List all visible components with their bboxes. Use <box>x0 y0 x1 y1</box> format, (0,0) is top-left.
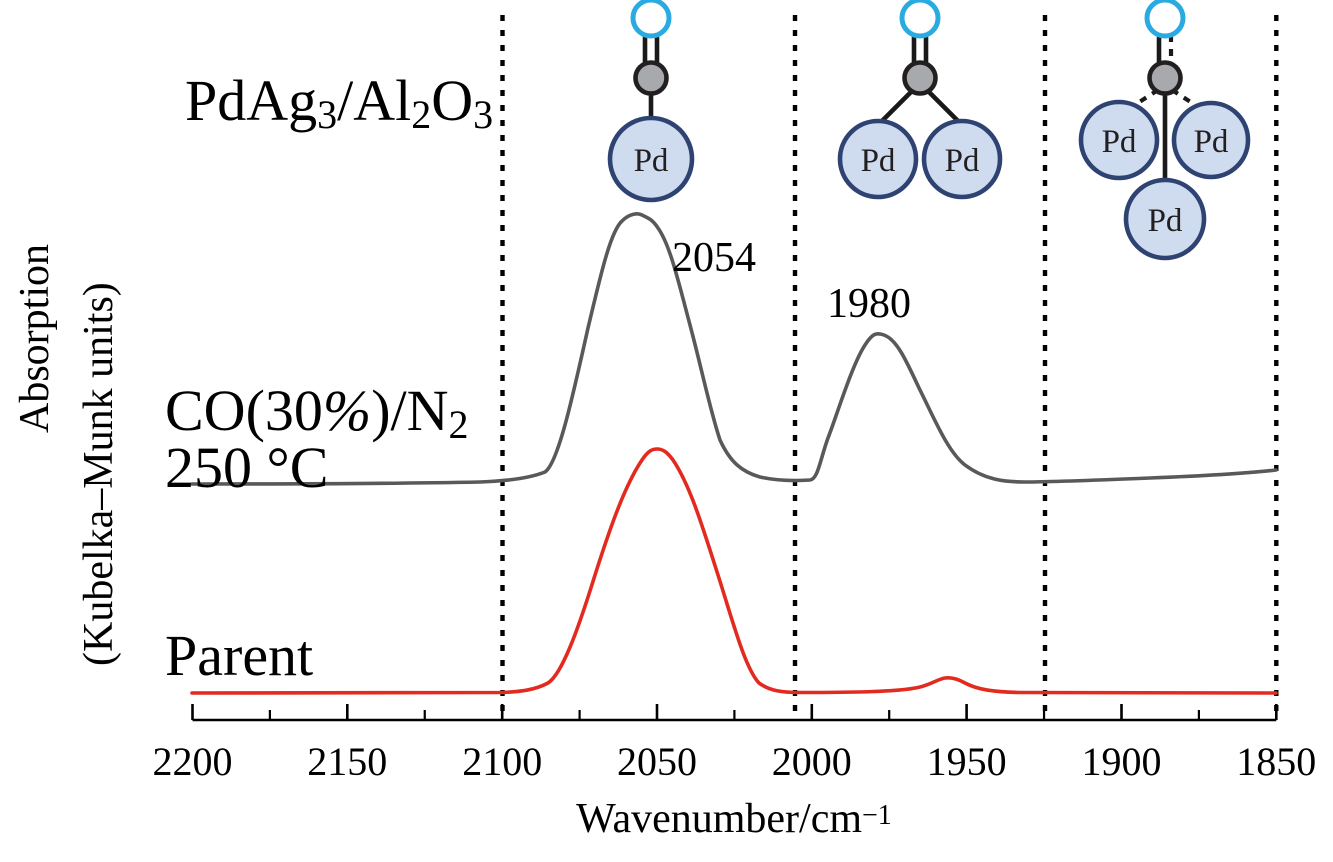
svg-text:2150: 2150 <box>307 739 387 784</box>
svg-text:Pd: Pd <box>1194 124 1229 160</box>
svg-text:Pd: Pd <box>1102 124 1137 160</box>
svg-text:250 °C: 250 °C <box>165 435 328 500</box>
svg-text:2200: 2200 <box>153 739 233 784</box>
svg-text:Pd: Pd <box>634 143 669 179</box>
svg-text:Parent: Parent <box>165 623 313 688</box>
svg-text:2050: 2050 <box>617 739 697 784</box>
svg-text:Pd: Pd <box>1148 203 1183 239</box>
svg-text:2054: 2054 <box>672 235 756 281</box>
svg-text:Wavenumber/cm−1: Wavenumber/cm−1 <box>576 796 892 842</box>
svg-text:Pd: Pd <box>861 143 896 179</box>
svg-text:2000: 2000 <box>772 739 852 784</box>
svg-text:2100: 2100 <box>462 739 542 784</box>
svg-text:PdAg3/Al2O3: PdAg3/Al2O3 <box>185 68 493 137</box>
svg-text:Absorption: Absorption <box>12 244 58 433</box>
svg-text:(Kubelka–Munk units): (Kubelka–Munk units) <box>76 282 122 666</box>
svg-text:1980: 1980 <box>827 281 911 327</box>
svg-text:1900: 1900 <box>1082 739 1162 784</box>
svg-text:1950: 1950 <box>927 739 1007 784</box>
svg-text:Pd: Pd <box>945 143 980 179</box>
svg-text:1850: 1850 <box>1236 739 1316 784</box>
